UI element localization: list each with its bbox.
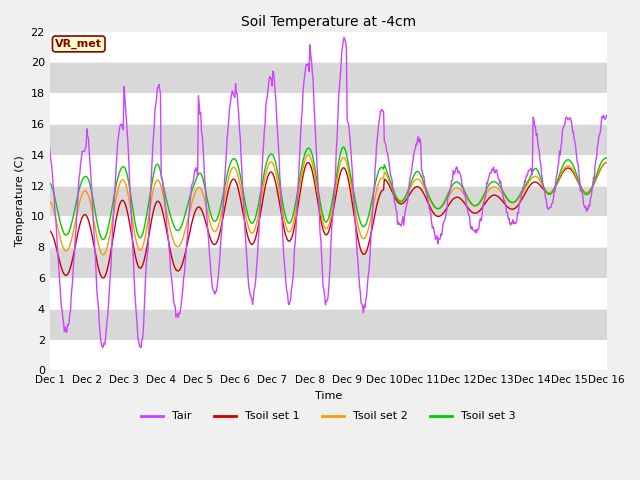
Bar bbox=[50, 216, 607, 247]
Bar bbox=[50, 155, 607, 186]
Bar bbox=[50, 62, 607, 93]
Bar bbox=[50, 278, 607, 309]
X-axis label: Time: Time bbox=[314, 391, 342, 401]
Bar bbox=[50, 309, 607, 340]
Bar bbox=[50, 247, 607, 278]
Bar bbox=[50, 186, 607, 216]
Title: Soil Temperature at -4cm: Soil Temperature at -4cm bbox=[241, 15, 416, 29]
Bar bbox=[50, 124, 607, 155]
Text: VR_met: VR_met bbox=[55, 39, 102, 49]
Bar bbox=[50, 93, 607, 124]
Y-axis label: Temperature (C): Temperature (C) bbox=[15, 156, 25, 246]
Bar bbox=[50, 340, 607, 371]
Bar bbox=[50, 32, 607, 62]
Legend: Tair, Tsoil set 1, Tsoil set 2, Tsoil set 3: Tair, Tsoil set 1, Tsoil set 2, Tsoil se… bbox=[136, 407, 520, 426]
